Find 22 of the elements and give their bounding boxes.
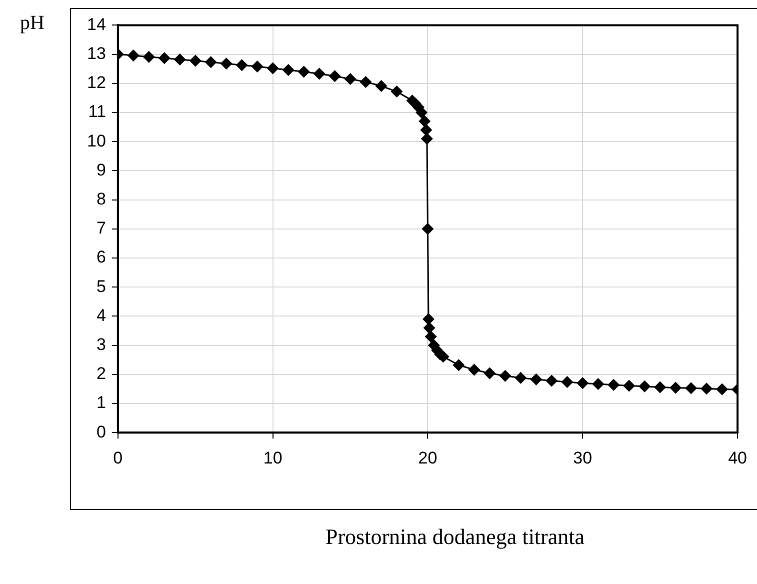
x-axis-title: Prostornina dodanega titranta xyxy=(324,524,586,550)
y-tick-label: 1 xyxy=(96,393,106,412)
y-tick-label: 14 xyxy=(86,14,106,34)
x-tick-label: 0 xyxy=(113,448,123,468)
x-tick-label: 10 xyxy=(263,448,282,468)
x-tick-label: 40 xyxy=(728,448,748,468)
x-tick-label: 20 xyxy=(418,448,438,468)
y-tick-label: 9 xyxy=(96,160,106,180)
y-tick-label: 4 xyxy=(96,306,106,325)
y-tick-label: 12 xyxy=(86,73,106,92)
y-tick-label: 2 xyxy=(96,364,106,384)
y-tick-label: 7 xyxy=(96,218,106,238)
y-tick-label: 6 xyxy=(96,248,106,267)
y-tick-label: 0 xyxy=(96,422,106,442)
y-tick-label: 5 xyxy=(96,276,106,296)
y-tick-label: 8 xyxy=(96,189,106,208)
y-axis-title: pH xyxy=(20,12,44,35)
y-tick-label: 3 xyxy=(96,334,106,354)
y-tick-label: 11 xyxy=(88,102,106,122)
y-tick-label: 10 xyxy=(86,131,106,150)
y-tick-label: 13 xyxy=(86,44,106,63)
x-tick-label: 30 xyxy=(573,448,592,468)
